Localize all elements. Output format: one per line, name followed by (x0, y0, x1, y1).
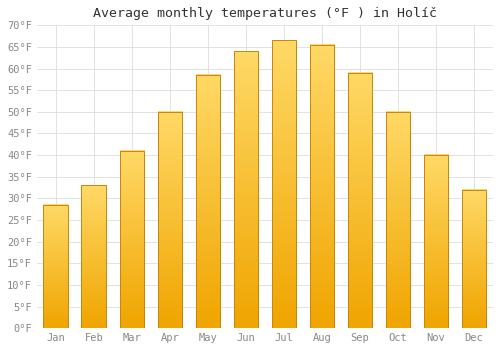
Bar (424, 155, 448, 328)
Bar (462, 190, 486, 328)
Bar (44, 205, 68, 328)
Bar (348, 73, 372, 328)
Bar (272, 40, 296, 328)
Bar (310, 45, 334, 328)
Bar (158, 112, 182, 328)
Bar (82, 186, 106, 328)
Bar (120, 151, 144, 328)
Bar (234, 51, 258, 328)
Bar (386, 112, 410, 328)
Title: Average monthly temperatures (°F ) in Holíč: Average monthly temperatures (°F ) in Ho… (93, 7, 437, 20)
Bar (196, 75, 220, 328)
